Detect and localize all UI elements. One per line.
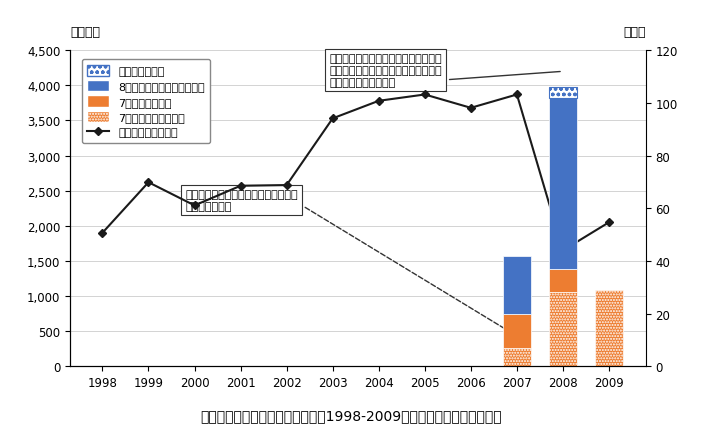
- Bar: [503, 348, 531, 366]
- Bar: [549, 269, 577, 293]
- Legend: 実質的な駆除数, 8月以降の捕獲（江別地域）, 7月以前の捕獲数, 7月以前の成獣捕獲数, 農業被害額（千円）: 実質的な駆除数, 8月以降の捕獲（江別地域）, 7月以前の捕獲数, 7月以前の成…: [81, 60, 211, 144]
- Bar: [503, 314, 531, 348]
- Bar: [503, 256, 531, 314]
- Bar: [549, 98, 577, 269]
- Text: （頭）: （頭）: [623, 26, 646, 38]
- Text: 江別市における農業被害額推移（1998-2009年，江別市資料より作成）: 江別市における農業被害額推移（1998-2009年，江別市資料より作成）: [200, 408, 502, 422]
- Text: 鉢乳するまでに母親を捕獲すれば幼獣
は生き残れないため、実際に捕獲した
以上の効果が得られる: 鉢乳するまでに母親を捕獲すれば幼獣 は生き残れないため、実際に捕獲した 以上の効…: [329, 54, 560, 87]
- Bar: [549, 293, 577, 366]
- Text: 春期の成獣捕獲数が増えることで農業
被害額が減少！: 春期の成獣捕獲数が増えることで農業 被害額が減少！: [185, 190, 524, 340]
- Text: （千円）: （千円）: [70, 26, 100, 38]
- Bar: [595, 290, 623, 366]
- Bar: [549, 88, 577, 98]
